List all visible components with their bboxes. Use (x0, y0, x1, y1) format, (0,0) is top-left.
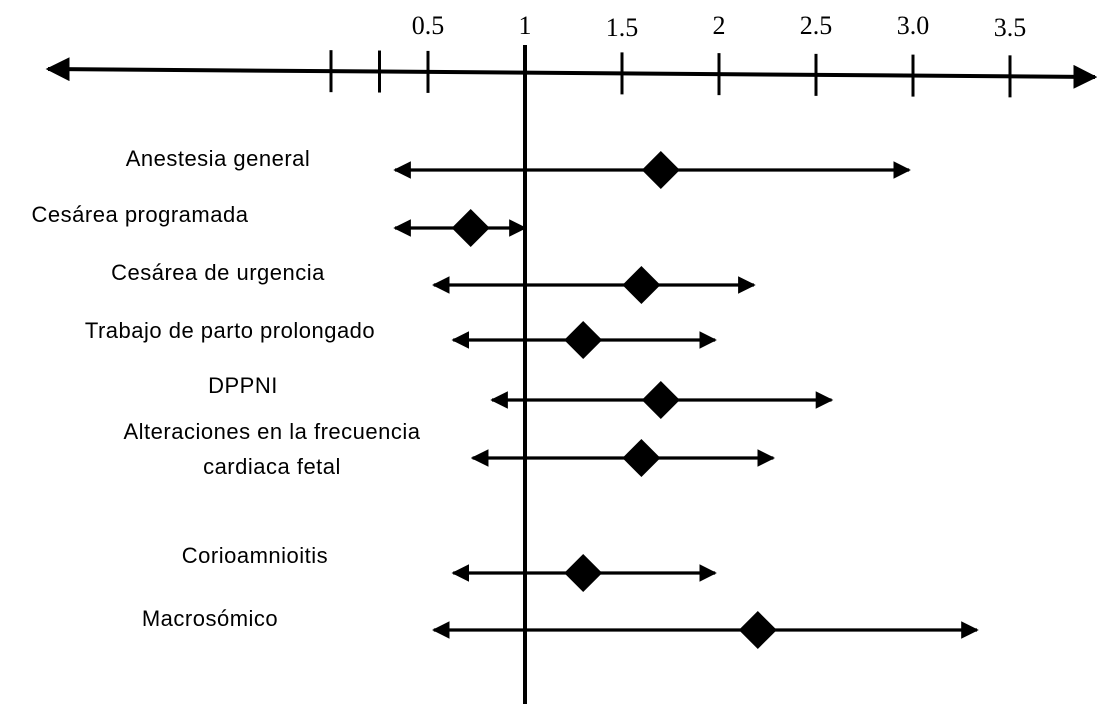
forest-row: Cesárea programada (32, 202, 527, 247)
row-label: cardiaca fetal (203, 454, 341, 479)
point-estimate-diamond (564, 321, 603, 359)
row-label: DPPNI (208, 373, 278, 398)
point-estimate-diamond (451, 209, 490, 247)
point-estimate-diamond (564, 554, 603, 592)
point-estimate-diamond (622, 266, 661, 304)
x-tick-label: 1 (519, 11, 532, 40)
point-estimate-diamond (641, 381, 680, 419)
x-tick-label: 1.5 (606, 13, 639, 42)
row-label: Corioamnioitis (182, 543, 328, 568)
row-label: Cesárea de urgencia (111, 260, 325, 285)
row-label: Alteraciones en la frecuencia (124, 419, 421, 444)
x-axis-line (45, 57, 1097, 89)
rows-group: Anestesia general Cesárea programada Cesár… (32, 146, 979, 649)
forest-row: Alteraciones en la frecuencia cardiaca fe… (124, 419, 776, 479)
row-label: Macrosómico (142, 606, 278, 631)
point-estimate-diamond (738, 611, 777, 649)
x-tick-label: 2 (713, 11, 726, 40)
forest-row: Trabajo de parto prolongado (85, 318, 717, 359)
forest-row: Cesárea de urgencia (111, 260, 756, 304)
forest-row: Anestesia general (126, 146, 911, 189)
forest-row: Macrosómico (142, 606, 979, 649)
forest-row: DPPNI (208, 373, 834, 419)
forest-row: Corioamnioitis (182, 543, 717, 592)
x-axis: 0.5 1 1.5 2 2.5 3.0 3.5 (45, 11, 1097, 98)
x-tick-label: 0.5 (412, 11, 445, 40)
row-label: Trabajo de parto prolongado (85, 318, 375, 343)
x-tick-label: 3.5 (994, 13, 1027, 42)
point-estimate-diamond (622, 439, 661, 477)
x-tick-label: 3.0 (897, 11, 930, 40)
point-estimate-diamond (641, 151, 680, 189)
row-label: Anestesia general (126, 146, 311, 171)
row-label: Cesárea programada (32, 202, 249, 227)
x-tick-label: 2.5 (800, 11, 833, 40)
